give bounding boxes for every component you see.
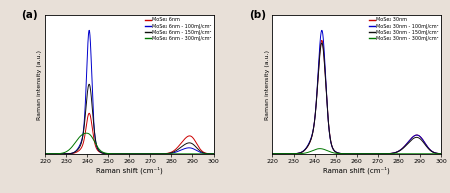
MoSe₂ 6nm xyxy=(211,153,216,155)
MoSe₂ 6nm - 100mJ/cm² xyxy=(42,153,48,155)
MoSe₂ 6nm - 150mJ/cm² xyxy=(211,153,216,155)
MoSe₂ 30nm - 100mJ/cm² xyxy=(342,152,347,155)
MoSe₂ 6nm - 150mJ/cm² xyxy=(107,153,112,155)
Line: MoSe₂ 6nm - 300mJ/cm²: MoSe₂ 6nm - 300mJ/cm² xyxy=(45,133,213,154)
MoSe₂ 30nm - 150mJ/cm² xyxy=(342,152,347,155)
MoSe₂ 30nm - 150mJ/cm² xyxy=(299,151,304,153)
MoSe₂ 30nm - 300mJ/cm² xyxy=(299,152,304,155)
MoSe₂ 30nm xyxy=(334,152,340,154)
MoSe₂ 30nm - 150mJ/cm² xyxy=(319,42,324,44)
MoSe₂ 6nm - 100mJ/cm² xyxy=(189,147,195,150)
MoSe₂ 30nm - 100mJ/cm² xyxy=(270,153,275,155)
Text: (a): (a) xyxy=(22,10,38,20)
X-axis label: Raman shift (cm⁻¹): Raman shift (cm⁻¹) xyxy=(96,166,162,174)
MoSe₂ 30nm xyxy=(319,39,324,41)
MoSe₂ 30nm - 300mJ/cm² xyxy=(270,153,275,155)
MoSe₂ 6nm - 100mJ/cm² xyxy=(114,153,120,155)
Line: MoSe₂ 30nm: MoSe₂ 30nm xyxy=(273,40,441,154)
MoSe₂ 30nm - 300mJ/cm² xyxy=(417,153,423,155)
MoSe₂ 6nm xyxy=(189,136,195,138)
MoSe₂ 6nm - 300mJ/cm² xyxy=(84,132,89,134)
MoSe₂ 6nm - 300mJ/cm² xyxy=(189,153,195,155)
X-axis label: Raman shift (cm⁻¹): Raman shift (cm⁻¹) xyxy=(324,166,390,174)
MoSe₂ 6nm - 150mJ/cm² xyxy=(207,153,213,155)
MoSe₂ 30nm - 150mJ/cm² xyxy=(334,152,340,154)
MoSe₂ 30nm xyxy=(289,153,294,155)
MoSe₂ 30nm - 300mJ/cm² xyxy=(435,153,441,155)
MoSe₂ 6nm - 300mJ/cm² xyxy=(42,153,48,155)
MoSe₂ 30nm - 150mJ/cm² xyxy=(435,152,441,155)
Line: MoSe₂ 30nm - 100mJ/cm²: MoSe₂ 30nm - 100mJ/cm² xyxy=(273,30,441,154)
MoSe₂ 30nm - 100mJ/cm² xyxy=(435,152,441,155)
MoSe₂ 6nm xyxy=(207,153,213,155)
MoSe₂ 30nm xyxy=(270,153,275,155)
MoSe₂ 6nm - 100mJ/cm² xyxy=(86,29,92,31)
Line: MoSe₂ 6nm - 150mJ/cm²: MoSe₂ 6nm - 150mJ/cm² xyxy=(45,84,213,154)
Line: MoSe₂ 30nm - 300mJ/cm²: MoSe₂ 30nm - 300mJ/cm² xyxy=(273,149,441,154)
Line: MoSe₂ 6nm - 100mJ/cm²: MoSe₂ 6nm - 100mJ/cm² xyxy=(45,30,213,154)
MoSe₂ 30nm xyxy=(299,151,304,153)
MoSe₂ 30nm - 100mJ/cm² xyxy=(289,153,294,155)
MoSe₂ 6nm - 300mJ/cm² xyxy=(114,153,120,155)
Legend: MoSe₂ 30nm, MoSe₂ 30nm - 100mJ/cm², MoSe₂ 30nm - 150mJ/cm², MoSe₂ 30nm - 300mJ/c: MoSe₂ 30nm, MoSe₂ 30nm - 100mJ/cm², MoSe… xyxy=(369,17,440,41)
MoSe₂ 30nm xyxy=(438,152,444,155)
MoSe₂ 30nm - 100mJ/cm² xyxy=(334,152,340,154)
MoSe₂ 30nm - 100mJ/cm² xyxy=(319,29,324,31)
MoSe₂ 30nm xyxy=(435,152,441,155)
MoSe₂ 6nm - 150mJ/cm² xyxy=(62,153,67,155)
MoSe₂ 30nm - 150mJ/cm² xyxy=(438,152,444,155)
MoSe₂ 6nm xyxy=(86,112,92,114)
Line: MoSe₂ 30nm - 150mJ/cm²: MoSe₂ 30nm - 150mJ/cm² xyxy=(273,43,441,154)
Y-axis label: Raman intensity (a.u.): Raman intensity (a.u.) xyxy=(265,50,270,120)
MoSe₂ 6nm - 300mJ/cm² xyxy=(107,152,112,155)
MoSe₂ 6nm xyxy=(130,153,136,155)
MoSe₂ 30nm - 300mJ/cm² xyxy=(317,147,323,150)
MoSe₂ 6nm xyxy=(114,153,120,155)
MoSe₂ 30nm - 300mJ/cm² xyxy=(382,153,388,155)
MoSe₂ 6nm - 300mJ/cm² xyxy=(157,153,162,155)
MoSe₂ 6nm xyxy=(42,153,48,155)
MoSe₂ 30nm xyxy=(342,152,347,155)
MoSe₂ 6nm - 150mJ/cm² xyxy=(130,153,136,155)
MoSe₂ 30nm - 150mJ/cm² xyxy=(417,137,422,140)
MoSe₂ 6nm - 150mJ/cm² xyxy=(72,151,77,153)
MoSe₂ 6nm - 100mJ/cm² xyxy=(130,153,135,155)
Text: (b): (b) xyxy=(249,10,266,20)
MoSe₂ 6nm - 150mJ/cm² xyxy=(42,153,48,155)
MoSe₂ 6nm - 150mJ/cm² xyxy=(114,153,120,155)
MoSe₂ 6nm xyxy=(107,153,112,155)
MoSe₂ 30nm - 100mJ/cm² xyxy=(417,135,422,137)
Line: MoSe₂ 6nm: MoSe₂ 6nm xyxy=(45,113,213,154)
MoSe₂ 30nm - 100mJ/cm² xyxy=(299,151,304,153)
MoSe₂ 6nm - 100mJ/cm² xyxy=(62,153,67,155)
MoSe₂ 6nm - 100mJ/cm² xyxy=(72,151,77,153)
MoSe₂ 30nm - 150mJ/cm² xyxy=(289,153,294,155)
MoSe₂ 6nm - 150mJ/cm² xyxy=(189,142,195,145)
MoSe₂ 30nm - 150mJ/cm² xyxy=(270,153,275,155)
MoSe₂ 30nm - 100mJ/cm² xyxy=(438,152,444,155)
MoSe₂ 30nm - 300mJ/cm² xyxy=(342,153,347,155)
MoSe₂ 6nm - 100mJ/cm² xyxy=(211,153,216,155)
MoSe₂ 30nm - 300mJ/cm² xyxy=(289,153,294,155)
MoSe₂ 6nm - 150mJ/cm² xyxy=(86,83,92,85)
MoSe₂ 6nm - 100mJ/cm² xyxy=(107,153,112,155)
MoSe₂ 6nm - 300mJ/cm² xyxy=(72,143,77,145)
Legend: MoSe₂ 6nm, MoSe₂ 6nm - 100mJ/cm², MoSe₂ 6nm - 150mJ/cm², MoSe₂ 6nm - 300mJ/cm²: MoSe₂ 6nm, MoSe₂ 6nm - 100mJ/cm², MoSe₂ … xyxy=(144,17,212,41)
MoSe₂ 6nm - 300mJ/cm² xyxy=(211,153,216,155)
MoSe₂ 6nm - 300mJ/cm² xyxy=(62,152,67,154)
MoSe₂ 30nm xyxy=(417,135,422,137)
MoSe₂ 6nm xyxy=(72,152,77,154)
MoSe₂ 6nm xyxy=(62,153,67,155)
MoSe₂ 30nm - 300mJ/cm² xyxy=(334,152,340,155)
MoSe₂ 6nm - 100mJ/cm² xyxy=(207,153,213,155)
MoSe₂ 30nm - 300mJ/cm² xyxy=(438,153,444,155)
Y-axis label: Raman intensity (a.u.): Raman intensity (a.u.) xyxy=(37,50,42,120)
MoSe₂ 6nm - 300mJ/cm² xyxy=(207,153,213,155)
